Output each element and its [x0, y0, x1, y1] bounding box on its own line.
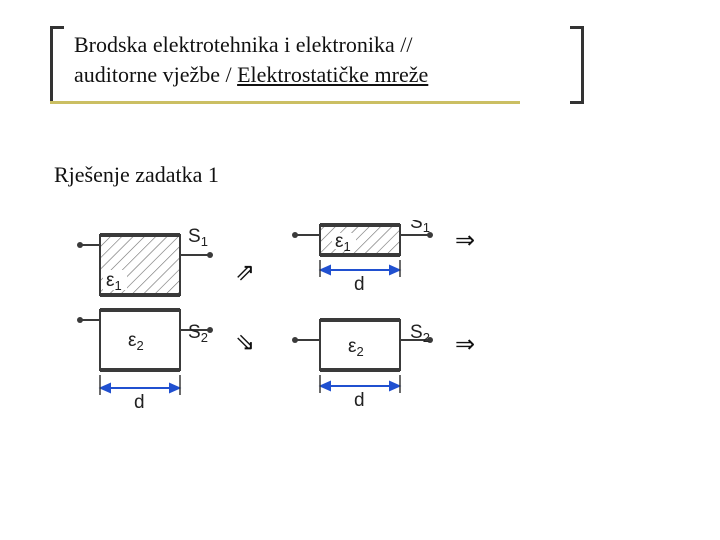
left-dim-d: d	[134, 392, 145, 413]
subtitle: Rješenje zadatka 1	[54, 162, 219, 188]
title-bracket-left	[50, 26, 64, 104]
title-line-2-pre: auditorne vježbe /	[74, 62, 237, 87]
circuit-diagram: ε1 S1 ε2 S2 d ⇗ ⇘ ε1 S1	[70, 220, 630, 460]
right-bot-s-label: S2	[410, 322, 430, 345]
title-line-2-underlined: Elektrostatičke mreže	[237, 62, 428, 87]
right-top-s-label: S1	[410, 220, 430, 235]
arrow-right-bot-icon: ⇒	[455, 331, 475, 358]
title-accent-line	[50, 101, 520, 104]
left-stack: ε1 S1 ε2 S2 d	[77, 226, 213, 413]
title-line-1: Brodska elektrotehnika i elektronika //	[74, 32, 412, 58]
left-bot-s-label: S2	[188, 322, 208, 345]
title-bracket-right	[570, 26, 584, 104]
right-top-dim-d: d	[354, 274, 365, 295]
arrow-diag-down-icon: ⇘	[235, 329, 255, 356]
arrow-diag-up-icon: ⇗	[235, 259, 255, 286]
title-line-2: auditorne vježbe / Elektrostatičke mreže	[74, 62, 428, 88]
right-top: ε1 S1 d	[292, 220, 433, 295]
right-bottom: ε2 S2 d	[292, 320, 433, 411]
arrow-right-top-icon: ⇒	[455, 227, 475, 254]
right-bot-dim-d: d	[354, 390, 365, 411]
left-top-s-label: S1	[188, 226, 208, 249]
